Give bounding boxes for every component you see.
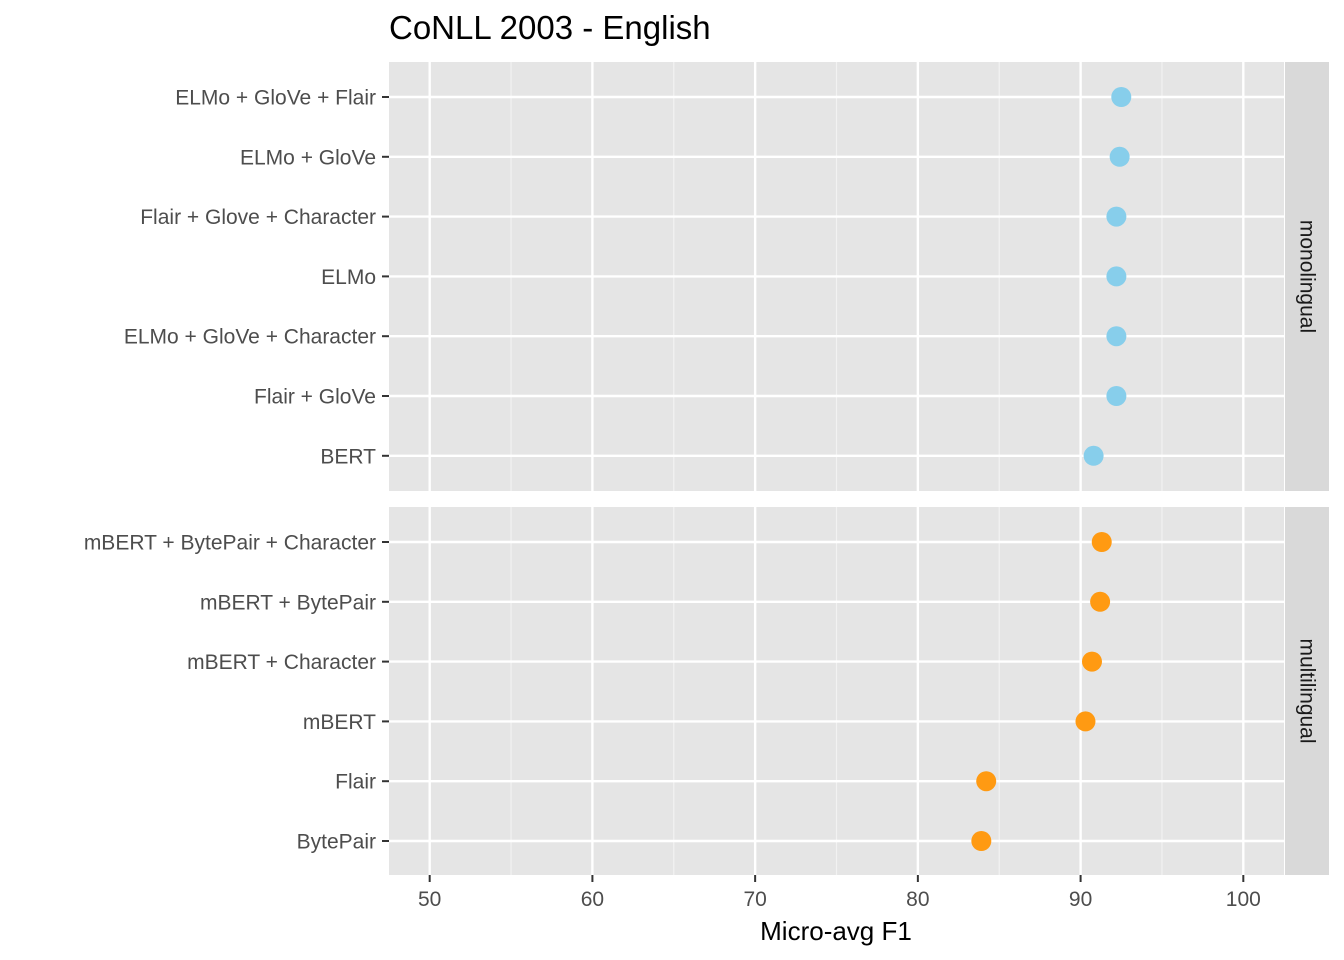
- y-tick-label: ELMo + GloVe: [240, 146, 376, 169]
- y-tick-label: mBERT + BytePair + Character: [84, 532, 376, 555]
- data-point: [1090, 591, 1111, 612]
- x-tick-label: 80: [906, 888, 929, 911]
- y-tick-label: Flair: [335, 771, 376, 794]
- y-tick-label: mBERT + Character: [187, 651, 376, 674]
- x-tick-label: 50: [418, 888, 441, 911]
- x-tick-label: 100: [1226, 888, 1261, 911]
- y-tick-label: BERT: [320, 445, 376, 468]
- panel-monolingual: ELMo + GloVe + Flair ELMo + GloVe Flair + …: [124, 62, 1329, 491]
- facet-strip: [1285, 507, 1329, 875]
- y-tick-label: mBERT + BytePair: [200, 591, 376, 614]
- data-point: [1111, 87, 1132, 107]
- facet-strip-label: multilingual: [1296, 638, 1319, 743]
- x-axis-label: Micro-avg F1: [760, 916, 912, 946]
- y-tick-label: ELMo + GloVe + Character: [124, 326, 376, 349]
- panel-multilingual: mBERT + BytePair + Character mBERT + Byte…: [84, 507, 1329, 875]
- data-point: [1106, 386, 1127, 406]
- y-tick-label: mBERT: [303, 711, 376, 734]
- x-tick-label: 90: [1069, 888, 1092, 911]
- x-tick-label: 70: [743, 888, 766, 911]
- data-point: [1109, 146, 1130, 167]
- data-point: [1075, 711, 1096, 732]
- y-tick-label: Flair + GloVe: [254, 386, 376, 409]
- data-point: [1091, 532, 1112, 552]
- data-point: [1106, 266, 1127, 287]
- facet-strip-label: monolingual: [1296, 220, 1319, 333]
- x-axis: 50 60 70 80 90 100: [418, 875, 1261, 911]
- y-tick-label: ELMo + GloVe + Flair: [175, 87, 376, 110]
- x-tick-label: 60: [581, 888, 604, 911]
- panels: ELMo + GloVe + Flair ELMo + GloVe Flair + …: [84, 62, 1329, 875]
- facet-strip: [1285, 62, 1329, 491]
- data-point: [1083, 445, 1104, 466]
- y-tick-label: BytePair: [297, 831, 376, 854]
- data-point: [1106, 326, 1127, 347]
- y-tick-label: ELMo: [321, 266, 376, 289]
- y-tick-label: Flair + Glove + Character: [140, 206, 376, 229]
- data-point: [1106, 206, 1127, 227]
- data-point: [976, 771, 997, 792]
- chart-title: CoNLL 2003 - English: [389, 9, 711, 46]
- data-point: [971, 831, 992, 851]
- data-point: [1081, 651, 1102, 672]
